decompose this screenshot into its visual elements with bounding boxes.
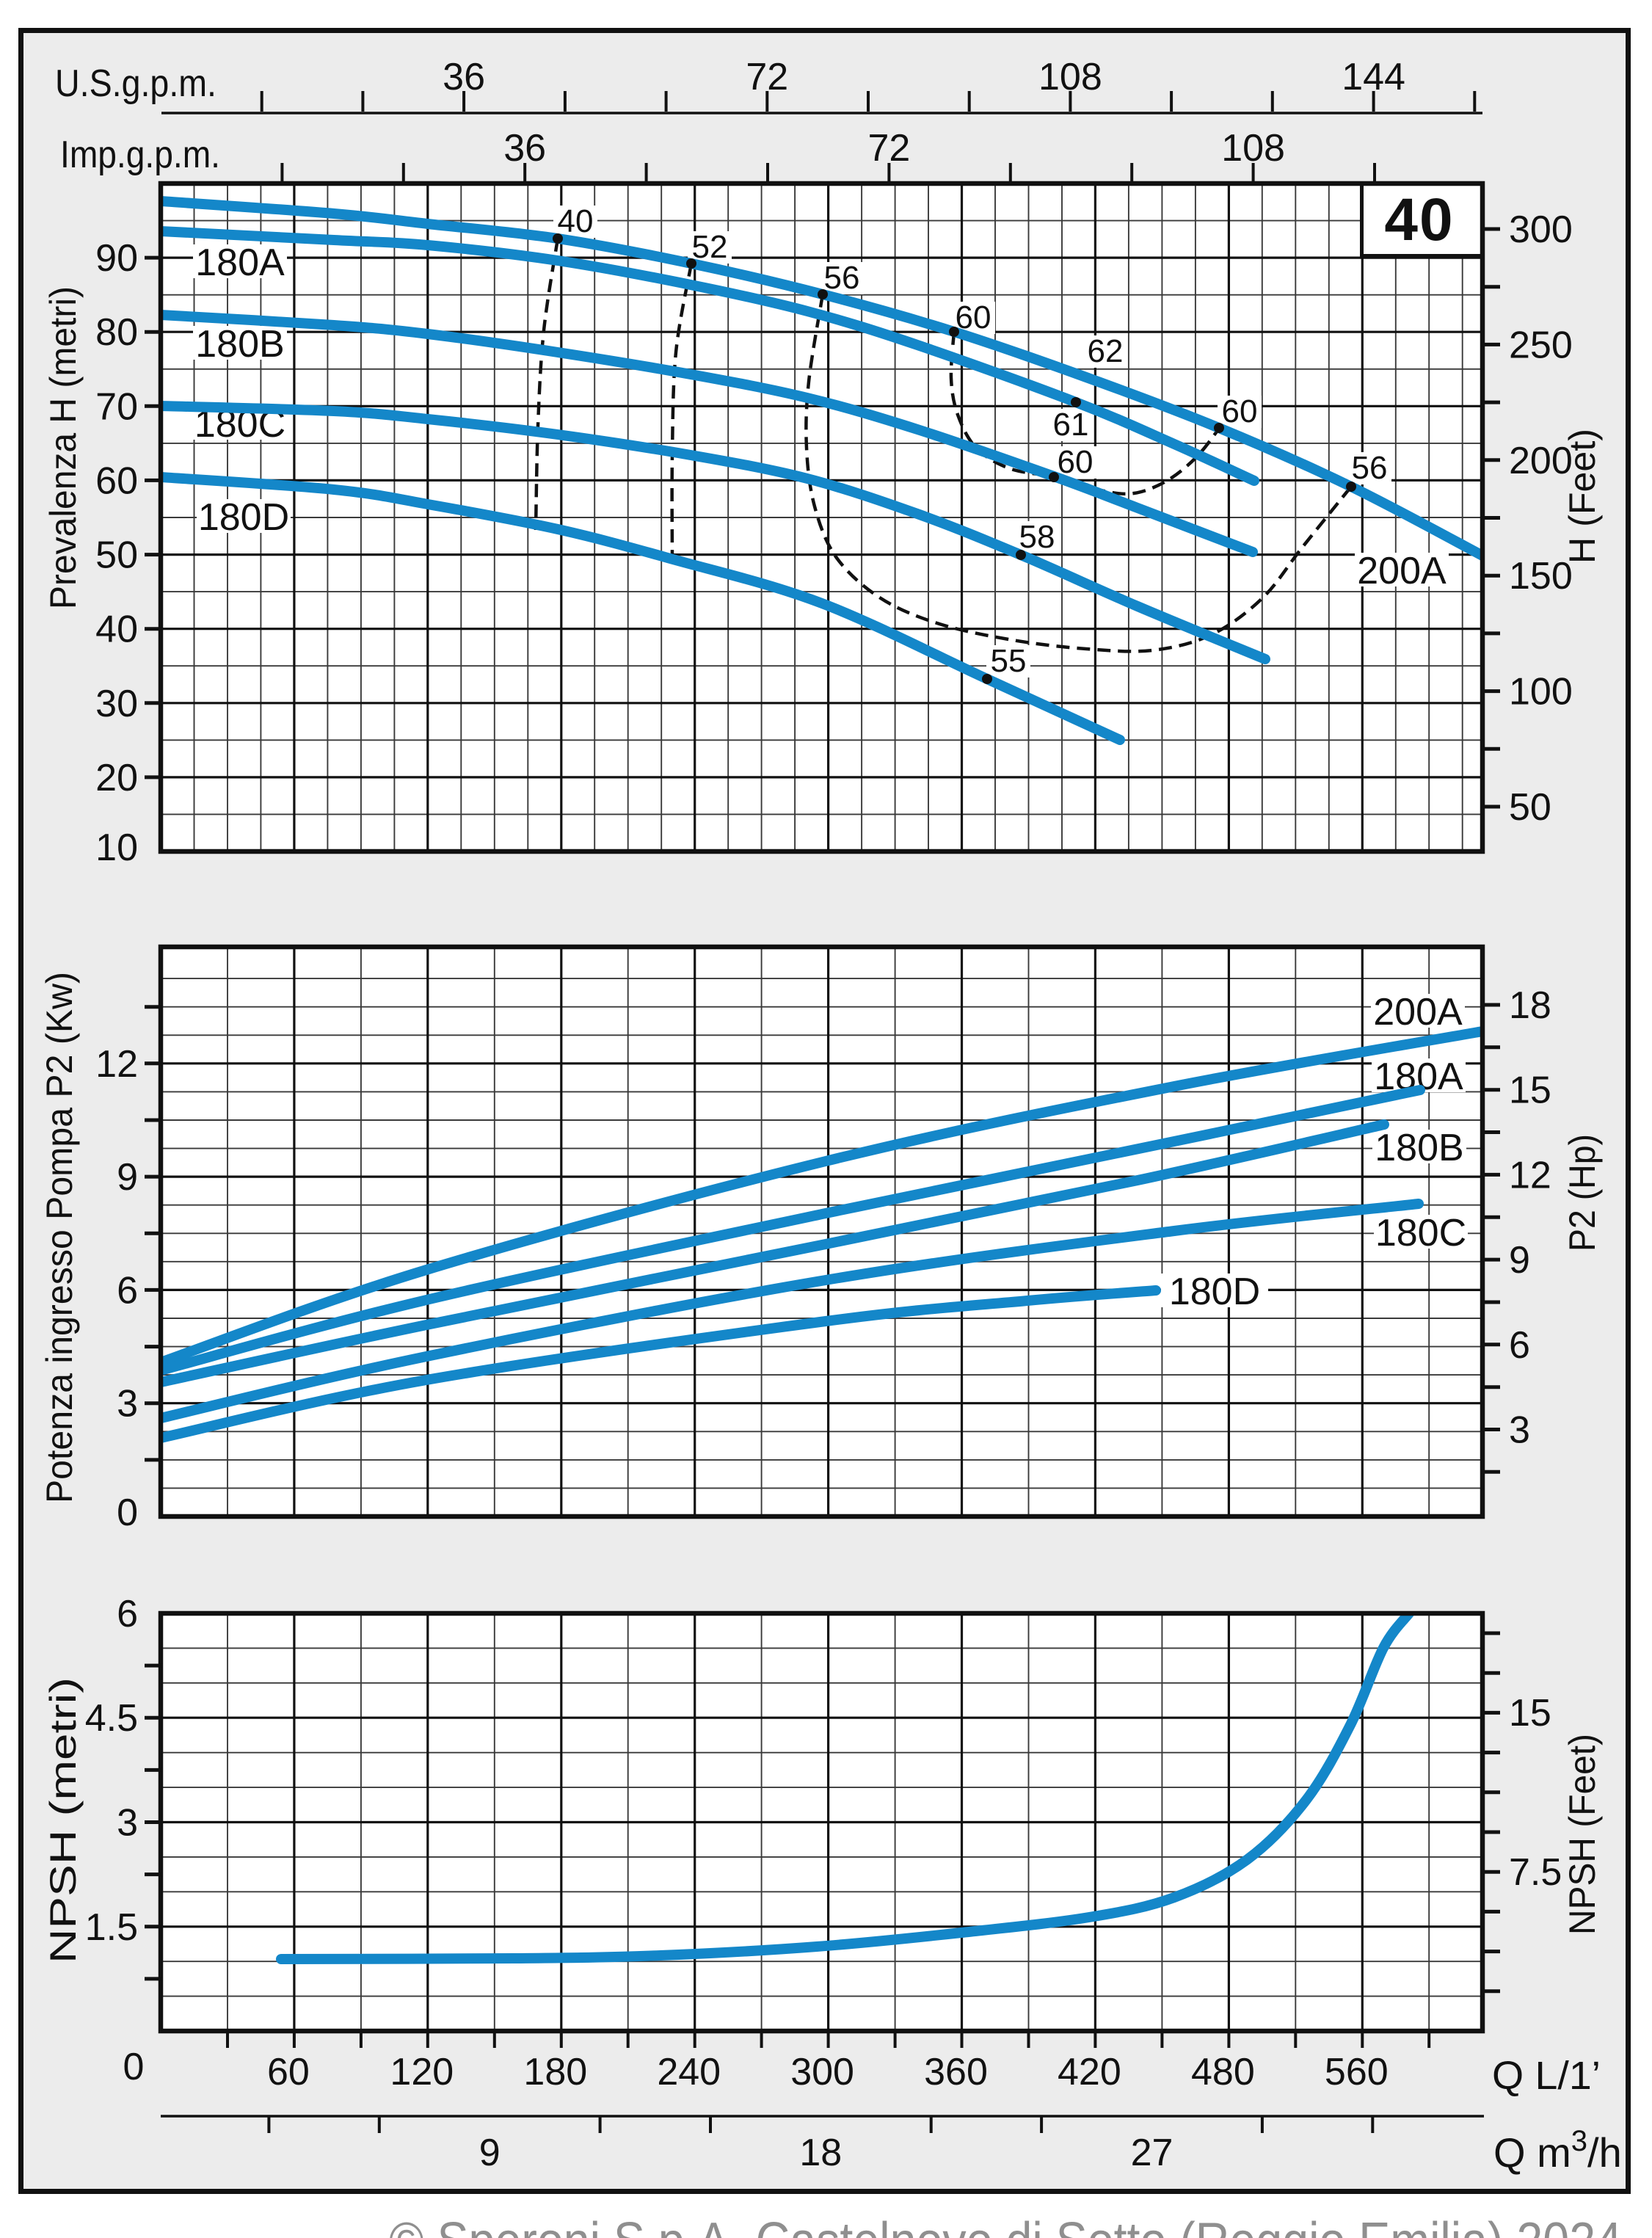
svg-text:60: 60 (1222, 393, 1258, 429)
svg-text:144: 144 (1342, 56, 1405, 98)
svg-text:240: 240 (657, 2051, 721, 2093)
svg-text:9: 9 (479, 2132, 501, 2174)
svg-text:1.5: 1.5 (85, 1906, 138, 1949)
svg-text:560: 560 (1325, 2051, 1389, 2093)
svg-text:9: 9 (1509, 1239, 1530, 1282)
svg-text:10: 10 (95, 826, 138, 869)
svg-text:36: 36 (443, 56, 485, 98)
svg-text:360: 360 (924, 2051, 988, 2093)
svg-text:180D: 180D (1169, 1271, 1260, 1313)
svg-text:27: 27 (1131, 2132, 1173, 2174)
svg-text:NPSH (metri): NPSH (metri) (43, 1677, 84, 1963)
svg-text:40: 40 (558, 203, 594, 239)
svg-text:40: 40 (95, 608, 138, 651)
svg-text:0: 0 (123, 2046, 145, 2088)
svg-text:52: 52 (692, 229, 728, 265)
svg-text:300: 300 (1509, 208, 1573, 251)
svg-text:P2 (Hp): P2 (Hp) (1562, 1134, 1603, 1251)
svg-text:Q L/1’: Q L/1’ (1492, 2054, 1601, 2098)
svg-text:Potenza ingresso Pompa P2 (Kw): Potenza ingresso Pompa P2 (Kw) (39, 972, 80, 1503)
svg-text:180B: 180B (1375, 1127, 1463, 1169)
svg-text:40: 40 (1384, 186, 1454, 253)
svg-text:9: 9 (117, 1156, 138, 1199)
svg-text:80: 80 (95, 311, 138, 354)
svg-text:62: 62 (1088, 333, 1124, 369)
svg-text:60: 60 (267, 2051, 310, 2093)
svg-text:200: 200 (1509, 440, 1573, 482)
svg-text:© Speroni S.p.A. Castelnovo di: © Speroni S.p.A. Castelnovo di Sotto (Re… (389, 2212, 1622, 2238)
svg-text:180: 180 (523, 2051, 587, 2093)
svg-text:108: 108 (1038, 56, 1102, 98)
svg-text:36: 36 (503, 127, 546, 170)
svg-text:NPSH (Feet): NPSH (Feet) (1562, 1734, 1603, 1935)
svg-text:3: 3 (117, 1802, 138, 1845)
svg-text:Prevalenza H (metri): Prevalenza H (metri) (43, 286, 84, 609)
svg-text:90: 90 (95, 237, 138, 280)
svg-text:15: 15 (1509, 1069, 1551, 1112)
svg-text:72: 72 (867, 127, 910, 170)
svg-text:180C: 180C (1375, 1212, 1466, 1254)
svg-text:61: 61 (1053, 407, 1089, 443)
svg-text:Q m3/h: Q m3/h (1493, 2125, 1622, 2176)
svg-text:70: 70 (95, 385, 138, 428)
svg-text:H (Feet): H (Feet) (1562, 429, 1603, 564)
svg-text:4.5: 4.5 (85, 1697, 138, 1740)
svg-text:150: 150 (1509, 555, 1573, 597)
svg-text:180D: 180D (198, 496, 289, 539)
svg-text:3: 3 (117, 1383, 138, 1425)
svg-text:300: 300 (790, 2051, 854, 2093)
svg-text:0: 0 (117, 1492, 138, 1534)
svg-text:12: 12 (95, 1043, 138, 1086)
svg-text:58: 58 (1019, 519, 1055, 555)
svg-text:18: 18 (1509, 984, 1551, 1027)
svg-text:7.5: 7.5 (1509, 1851, 1562, 1894)
svg-text:60: 60 (1058, 444, 1094, 480)
svg-text:108: 108 (1221, 127, 1285, 170)
svg-text:50: 50 (1509, 786, 1551, 829)
svg-text:100: 100 (1509, 671, 1573, 713)
svg-text:56: 56 (824, 260, 860, 296)
svg-text:6: 6 (117, 1269, 138, 1312)
svg-text:250: 250 (1509, 324, 1573, 366)
svg-text:480: 480 (1191, 2051, 1255, 2093)
svg-text:Imp.g.p.m.: Imp.g.p.m. (60, 134, 220, 176)
svg-text:72: 72 (746, 56, 788, 98)
svg-text:200A: 200A (1373, 991, 1463, 1033)
svg-text:120: 120 (390, 2051, 454, 2093)
svg-text:180B: 180B (195, 323, 284, 366)
svg-text:55: 55 (991, 643, 1027, 679)
svg-text:12: 12 (1509, 1154, 1551, 1196)
svg-text:6: 6 (117, 1593, 138, 1635)
svg-text:3: 3 (1509, 1409, 1530, 1452)
svg-text:420: 420 (1058, 2051, 1121, 2093)
svg-text:15: 15 (1509, 1692, 1551, 1734)
svg-text:6: 6 (1509, 1324, 1530, 1367)
svg-text:20: 20 (95, 757, 138, 799)
svg-text:30: 30 (95, 683, 138, 725)
svg-text:50: 50 (95, 534, 138, 577)
svg-text:200A: 200A (1357, 550, 1447, 592)
svg-text:18: 18 (799, 2132, 842, 2174)
svg-text:56: 56 (1352, 450, 1388, 486)
svg-text:U.S.g.p.m.: U.S.g.p.m. (55, 62, 216, 105)
svg-text:180A: 180A (195, 241, 285, 284)
svg-text:60: 60 (95, 459, 138, 502)
